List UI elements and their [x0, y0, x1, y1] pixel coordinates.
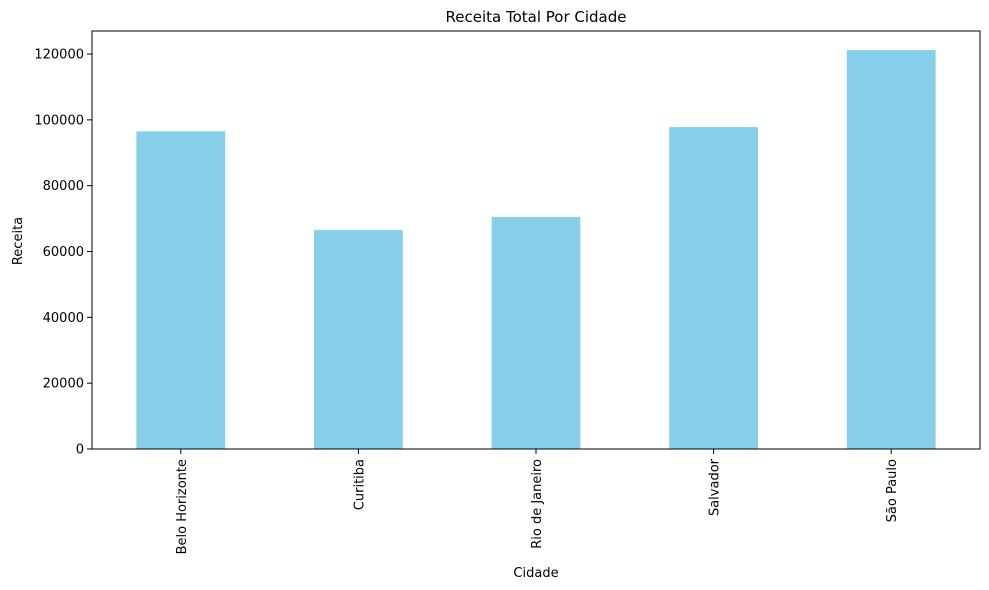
y-tick-label: 60000 [43, 245, 84, 260]
bar-salvador [669, 127, 758, 449]
x-tick-label: Salvador [708, 458, 723, 516]
y-tick-label: 20000 [43, 377, 84, 392]
bar-curitiba [314, 230, 403, 449]
y-tick-label: 100000 [34, 113, 84, 128]
bar-belo-horizonte [136, 131, 226, 449]
chart-title: Receita Total Por Cidade [446, 8, 627, 26]
y-tick-label: 80000 [43, 179, 84, 194]
x-axis-label: Cidade [513, 566, 558, 581]
bar-são-paulo [846, 50, 936, 450]
y-tick-label: 0 [76, 443, 84, 458]
y-tick-label: 120000 [34, 48, 84, 63]
y-tick-label: 40000 [43, 311, 84, 326]
x-tick-label: Belo Horizonte [175, 459, 190, 554]
x-axis: Belo Horizonte Curitiba Rio de Janeiro Salv… [175, 449, 900, 554]
bar-rio-de-janeiro [491, 216, 581, 449]
y-axis: 0 20000 40000 60000 80000 100000 120000 [34, 48, 92, 458]
x-tick-label: Rio de Janeiro [530, 459, 545, 549]
y-axis-label: Receita [11, 217, 26, 265]
bars-layer [136, 50, 936, 450]
x-tick-label: Curitiba [352, 459, 367, 510]
x-tick-label: São Paulo [885, 459, 900, 522]
